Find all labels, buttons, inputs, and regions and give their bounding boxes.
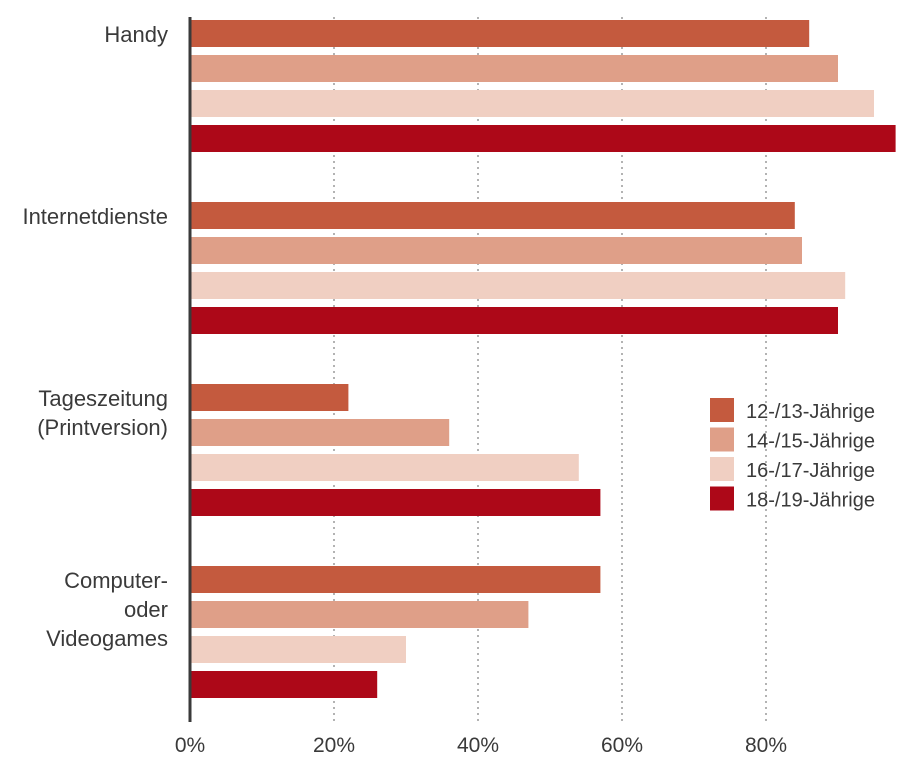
category-label: Handy	[104, 22, 168, 47]
bar	[190, 307, 838, 334]
legend-swatch	[710, 398, 734, 422]
bar	[190, 202, 795, 229]
bar	[190, 454, 579, 481]
bar	[190, 272, 846, 299]
bar	[190, 20, 810, 47]
bar	[190, 125, 896, 152]
category-label: Tageszeitung	[38, 386, 168, 411]
bar	[190, 601, 529, 628]
bar	[190, 489, 601, 516]
category-labels: Handy Internetdienste Tageszeitung (Printve…	[22, 22, 168, 651]
bar	[190, 237, 802, 264]
x-tick-label: 40%	[457, 734, 499, 757]
bar	[190, 419, 450, 446]
bar	[190, 90, 874, 117]
bar	[190, 636, 406, 663]
x-tick-label: 80%	[745, 734, 787, 757]
x-tick-label: 0%	[175, 734, 205, 757]
bars	[190, 20, 896, 698]
legend-label: 14-/15-Jährige	[746, 431, 875, 453]
category-label: Internetdienste	[22, 204, 168, 229]
legend-swatch	[710, 486, 734, 511]
legend-label: 18-/19-Jährige	[746, 490, 875, 512]
legend-swatch	[710, 427, 734, 452]
category-label: Videogames	[46, 626, 168, 651]
x-tick-label: 60%	[601, 734, 643, 757]
category-label: Computer-	[64, 568, 168, 593]
bar	[190, 384, 349, 411]
legend-swatch	[710, 457, 734, 481]
category-label: oder	[124, 597, 168, 622]
x-tick-label: 20%	[313, 734, 355, 757]
bar	[190, 671, 378, 698]
legend-label: 12-/13-Jährige	[746, 401, 875, 423]
legend: 12-/13-Jährige 14-/15-Jährige 16-/17-Jähri…	[710, 398, 875, 512]
bar	[190, 566, 601, 593]
category-label: (Printversion)	[37, 415, 168, 440]
x-tick-labels: 0% 20% 40% 60% 80%	[175, 734, 787, 757]
legend-label: 16-/17-Jährige	[746, 460, 875, 482]
bar	[190, 55, 838, 82]
